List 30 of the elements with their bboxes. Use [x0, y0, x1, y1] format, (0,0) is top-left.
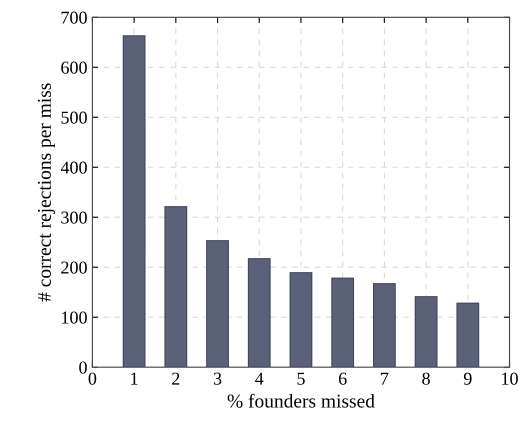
x-tick-label: 6	[338, 372, 347, 385]
x-tick-label: 7	[381, 372, 388, 385]
x-tick-label: 9	[464, 372, 472, 385]
bar	[248, 258, 271, 368]
x-tick-label: 4	[255, 372, 264, 385]
y-tick-label: 400	[60, 162, 87, 174]
x-axis-title: % founders missed	[228, 394, 375, 408]
x-tick-label: 8	[422, 372, 430, 385]
x-tick-label: 5	[297, 372, 305, 385]
bar	[331, 278, 354, 368]
x-tick-label: 2	[172, 372, 180, 385]
bar	[122, 35, 146, 368]
x-tick-label: 3	[214, 372, 222, 385]
y-tick-label: 200	[61, 261, 87, 274]
bar	[414, 296, 438, 368]
x-tick-label: 1	[131, 372, 138, 385]
bar	[372, 283, 396, 368]
bar	[290, 272, 312, 368]
y-tick-label: 300	[61, 211, 87, 224]
bar	[164, 206, 188, 368]
y-tick-label: 500	[62, 112, 87, 124]
bar	[206, 240, 229, 368]
y-tick-label: 0	[79, 361, 87, 374]
x-tick-label: 10	[502, 372, 518, 385]
y-axis-title: # correct rejections per miss	[38, 83, 55, 302]
x-tick-label: 0	[88, 372, 96, 385]
bar	[456, 302, 480, 368]
y-tick-label: 100	[62, 311, 87, 324]
y-tick-label: 700	[62, 12, 87, 24]
y-tick-label: 600	[61, 62, 87, 74]
